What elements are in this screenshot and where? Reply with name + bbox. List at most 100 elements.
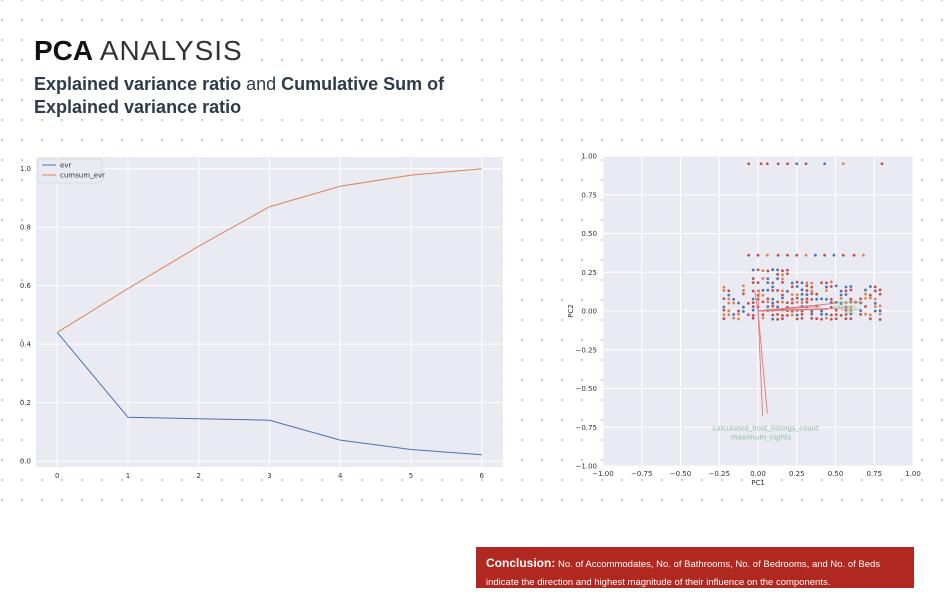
scatter-point <box>756 268 760 272</box>
conclusion-box: Conclusion: No. of Accommodates, No. of … <box>476 547 914 588</box>
scatter-point <box>722 313 726 317</box>
scatter-point <box>766 297 770 301</box>
scatter-point <box>781 313 784 317</box>
scatter-point <box>849 297 853 301</box>
scatter-point <box>868 293 872 297</box>
scatter-point <box>805 293 809 297</box>
scatter-point <box>820 297 823 301</box>
scatter-point <box>742 284 745 288</box>
scatter-point <box>776 312 780 316</box>
scatter-point <box>873 297 877 301</box>
scatter-point <box>771 317 775 321</box>
scatter-point <box>727 301 731 305</box>
scatter-point <box>727 313 731 317</box>
scatter-point <box>795 293 799 297</box>
line-series <box>56 168 482 456</box>
scatter-point <box>852 253 856 257</box>
scatter-point <box>825 281 828 285</box>
scatter-y-tick-label: 0.25 <box>581 269 597 277</box>
scatter-point <box>722 308 726 312</box>
scatter-point <box>834 317 838 321</box>
scatter-point <box>839 289 843 293</box>
scatter-point <box>765 162 769 166</box>
scatter-point <box>746 301 750 305</box>
scatter-point <box>722 305 726 309</box>
line-x-tick-label: 2 <box>197 472 201 480</box>
scatter-x-tick-label: 0.25 <box>789 470 805 478</box>
scatter-point <box>829 313 833 317</box>
scatter-point <box>823 162 827 166</box>
scatter-point <box>800 292 804 296</box>
scatter-point <box>813 253 817 257</box>
scatter-point <box>771 268 775 272</box>
scatter-point <box>761 293 765 297</box>
scatter-point <box>859 301 863 305</box>
scatter-point <box>841 253 845 257</box>
scatter-point <box>795 253 799 257</box>
scatter-point <box>844 305 848 309</box>
loading-annotations: calculated_host_listings_count maximum_ni… <box>713 299 864 441</box>
line-x-tick-label: 4 <box>338 472 343 480</box>
scatter-point <box>805 284 809 288</box>
scatter-point <box>790 297 794 301</box>
scatter-point <box>751 313 755 317</box>
scatter-point <box>849 317 853 321</box>
scatter-point <box>829 317 833 321</box>
scatter-point <box>868 285 872 288</box>
scatter-point <box>751 316 755 320</box>
scatter-point <box>756 253 760 257</box>
scatter-point <box>771 289 775 292</box>
scatter-point <box>765 253 769 257</box>
scatter-point <box>810 310 814 313</box>
scatter-y-tick-label: −0.75 <box>576 424 597 432</box>
scatter-point <box>839 313 843 317</box>
scatter-point <box>766 277 770 281</box>
scatter-point <box>722 289 726 292</box>
scatter-point <box>810 289 814 293</box>
scatter-point <box>795 300 799 304</box>
scatter-x-tick-label: 0.00 <box>750 470 766 478</box>
scatter-point <box>786 253 789 257</box>
scatter-point <box>751 281 755 285</box>
scatter-point <box>776 317 780 321</box>
scatter-point <box>810 297 814 301</box>
scatter-y-tick-label: −0.25 <box>576 346 597 354</box>
scatter-y-tick-label: −0.50 <box>576 385 597 393</box>
scatter-point <box>761 316 765 320</box>
scatter-point <box>761 300 765 304</box>
scatter-point <box>781 277 784 281</box>
scatter-point <box>810 317 814 320</box>
scatter-point <box>834 284 838 288</box>
scatter-point <box>834 300 838 304</box>
loading-arrow <box>757 289 760 312</box>
scatter-point <box>805 297 809 301</box>
scatter-point <box>781 273 784 277</box>
scatter-y-tick-label: 1.00 <box>581 153 597 161</box>
scatter-point <box>878 292 882 296</box>
scatter-point <box>859 297 863 301</box>
scatter-point <box>849 305 853 309</box>
scatter-point <box>844 312 848 316</box>
x-axis-label: PC1 <box>751 479 765 487</box>
scatter-point <box>841 162 845 166</box>
scatter-point <box>878 288 882 292</box>
scatter-point <box>844 285 848 289</box>
scatter-point <box>849 300 853 304</box>
scatter-point <box>732 301 736 305</box>
loading-label: maximum_nights <box>731 434 792 442</box>
scatter-point <box>761 277 765 280</box>
scatter-point <box>873 309 877 313</box>
scatter-point <box>747 253 751 257</box>
scatter-point <box>810 281 814 285</box>
scatter-point <box>776 272 780 276</box>
scatter-point <box>795 285 799 288</box>
line-y-tick-label: 0.6 <box>20 282 32 290</box>
scatter-point <box>727 293 731 297</box>
scatter-y-tick-label: 0.75 <box>581 191 597 199</box>
scatter-point <box>751 308 755 312</box>
scatter-point <box>786 162 789 166</box>
scatter-point <box>829 285 833 288</box>
scatter-point <box>722 285 726 289</box>
scatter-point <box>771 313 775 317</box>
scatter-point <box>751 305 755 309</box>
